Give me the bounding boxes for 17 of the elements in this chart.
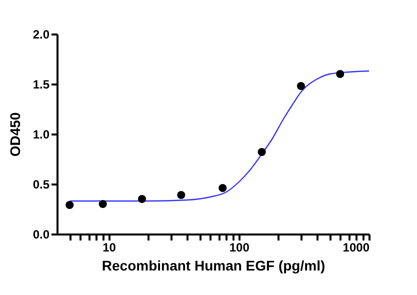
x-tick-label: 100 [229, 240, 250, 254]
point [218, 184, 227, 192]
point [138, 194, 146, 204]
y-tick-label: 0.5 [32, 178, 50, 192]
point [336, 70, 344, 78]
y-axis-title: OD450 [6, 112, 23, 157]
x-tick-label: 10 [102, 240, 116, 254]
y-tick-label: 0.0 [32, 228, 50, 242]
point [296, 82, 305, 90]
point [98, 200, 107, 208]
point [258, 148, 266, 156]
y-tick-label: 2.0 [32, 28, 50, 42]
point [177, 190, 186, 200]
x-axis-title: Recombinant Human EGF (pg/ml) [102, 258, 326, 274]
y-tick-label: 1.5 [32, 78, 50, 92]
y-tick-label: 1.0 [32, 128, 50, 142]
x-tick-label: 1000 [342, 240, 370, 254]
